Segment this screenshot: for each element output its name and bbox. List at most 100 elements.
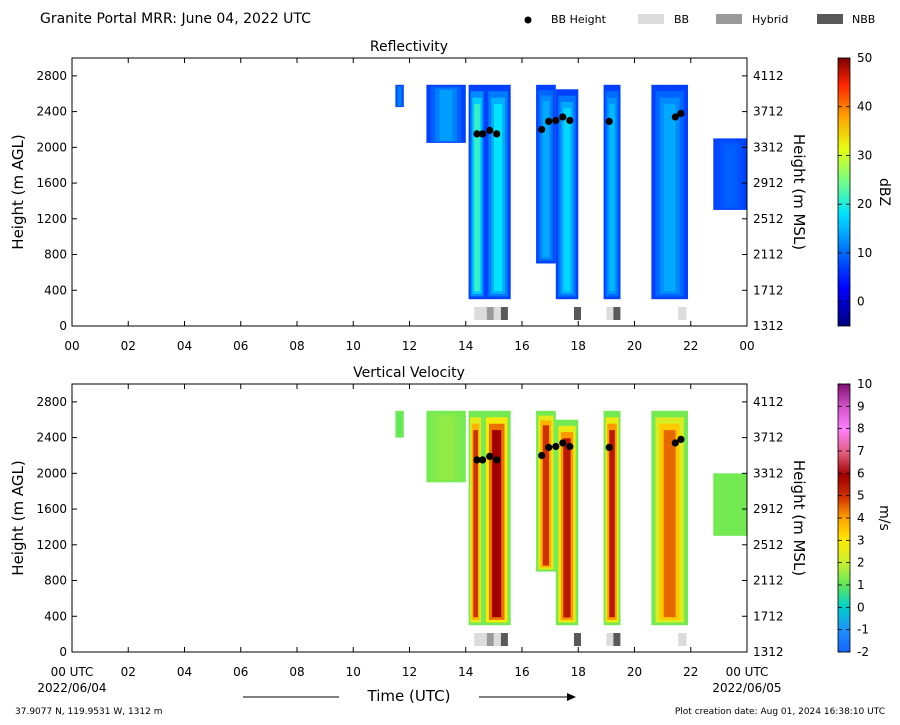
- x-tick-label: 18: [571, 339, 586, 353]
- echo-band: [439, 417, 453, 480]
- y-tick-label: 400: [44, 283, 67, 297]
- figure-title: Granite Portal MRR: June 04, 2022 UTC: [40, 11, 311, 27]
- bb-class-segment: [574, 633, 581, 646]
- bb-class-segment: [606, 633, 614, 646]
- y2-tick-label: 4112: [753, 395, 784, 409]
- velocity-colorbar-label: m/s: [876, 505, 892, 531]
- station-location: 37.9077 N, 119.9531 W, 1312 m: [15, 707, 163, 717]
- bb-height-point: [605, 117, 613, 125]
- bb-height-point: [559, 113, 567, 121]
- bb-height-point: [671, 439, 679, 447]
- echo-column: [651, 84, 688, 300]
- echo-column: [536, 84, 556, 264]
- bb-height-point: [677, 109, 685, 117]
- colorbar-tick-label: 0: [857, 600, 865, 614]
- bb-height-point: [486, 452, 494, 460]
- echo-column: [713, 138, 748, 210]
- colorbar-tick-label: 40: [857, 100, 872, 114]
- echo-band: [398, 86, 401, 107]
- y2-tick-label: 2112: [753, 248, 784, 262]
- y-tick-label: 2000: [36, 466, 67, 480]
- x-tick-label: 22: [683, 339, 698, 353]
- x-tick-label: 16: [514, 339, 529, 353]
- y-tick-label: 1200: [36, 538, 67, 552]
- x-axis-label: Time (UTC): [367, 687, 451, 705]
- echo-band: [609, 104, 615, 292]
- reflectivity-ylabel: Height (m AGL): [9, 134, 27, 249]
- velocity-axes: 02 04 06 08 10 12 14 16 18 20 22 0 1312 400 1712 800 211…: [36, 384, 784, 679]
- colorbar-tick-label: 10: [857, 246, 872, 260]
- velocity-colorbar-ticks: -2 -1 0 1 2 3 4 5 6 7 8 9 10: [838, 377, 872, 659]
- bb-class-segment: [613, 307, 621, 320]
- colorbar-tick-label: 10: [857, 377, 872, 391]
- echo-band: [563, 438, 571, 618]
- velocity-panel: Vertical Velocity 02 04 06 08 10 12 14 16 18 20 22…: [9, 365, 892, 679]
- x-tick-label: 08: [289, 665, 304, 679]
- bb-height-point: [566, 116, 574, 125]
- bb-height-point: [677, 435, 685, 443]
- velocity-ylabel: Height (m AGL): [9, 460, 27, 575]
- bb-class-segment: [474, 633, 487, 646]
- reflectivity-colorbar-label: dBZ: [876, 178, 892, 206]
- legend-bb-label: BB: [674, 13, 689, 26]
- y2-tick-label: 4112: [753, 69, 784, 83]
- y-tick-label: 1600: [36, 502, 67, 516]
- y2-tick-label: 3712: [753, 105, 784, 119]
- bb-height-point: [605, 443, 613, 451]
- y2-tick-label: 2512: [753, 212, 784, 226]
- colorbar-tick-label: 6: [857, 466, 865, 480]
- y-tick-label: 800: [44, 248, 67, 262]
- echo-band: [724, 479, 736, 534]
- echo-band: [494, 104, 503, 292]
- bb-height-point: [493, 130, 501, 138]
- echo-band: [563, 108, 571, 292]
- bb-class-segment: [678, 307, 687, 320]
- colorbar-tick-label: -1: [857, 623, 869, 637]
- legend-nbb-swatch: [817, 14, 843, 24]
- bb-class-segment: [486, 633, 494, 646]
- x-tick-label: 06: [233, 339, 248, 353]
- x-tick-label: 20: [627, 339, 642, 353]
- bb-height-point: [473, 456, 481, 464]
- echo-column: [482, 410, 511, 626]
- x-tick-label: 08: [289, 339, 304, 353]
- x-tick-label: 02: [121, 339, 136, 353]
- echo-column: [603, 410, 621, 626]
- colorbar-tick-label: 7: [857, 444, 865, 458]
- colorbar-tick-label: 9: [857, 399, 865, 413]
- x-tick-label: 16: [514, 665, 529, 679]
- bb-class-segment: [574, 307, 581, 320]
- y-tick-label: 2800: [36, 395, 67, 409]
- x-tick-label: 14: [458, 339, 473, 353]
- reflectivity-panel: Reflectivity 00 02 04 06 08 10 12 14 16 18 20 22 000…: [9, 39, 892, 353]
- bb-class-segment: [500, 307, 508, 320]
- y2-tick-label: 1312: [753, 645, 784, 659]
- bb-height-point: [479, 456, 487, 464]
- colorbar-tick-label: 5: [857, 489, 865, 503]
- x-tick-label: 00: [739, 339, 754, 353]
- colorbar-tick-label: -2: [857, 645, 869, 659]
- echo-band: [473, 430, 478, 618]
- echo-band: [542, 100, 550, 257]
- legend-bb-height-label: BB Height: [551, 13, 607, 26]
- bb-class-segment: [613, 633, 621, 646]
- echo-band: [398, 413, 401, 437]
- bb-height-point: [545, 443, 553, 451]
- echo-column: [395, 84, 404, 108]
- colorbar-tick-label: 20: [857, 197, 872, 211]
- x-tick-label: 20: [627, 665, 642, 679]
- reflectivity-bb-height-points: [473, 109, 685, 138]
- x-start-tick: 00 UTC: [51, 665, 94, 679]
- figure-legend: BB Height BB Hybrid NBB: [524, 13, 875, 26]
- velocity-plot-frame: [71, 383, 748, 653]
- reflectivity-y2label: Height (m MSL): [790, 134, 808, 250]
- bb-height-point: [473, 130, 481, 138]
- echo-band: [439, 90, 453, 141]
- colorbar-tick-label: 4: [857, 511, 865, 525]
- colorbar-tick-label: 2: [857, 556, 865, 570]
- bb-height-point: [671, 113, 679, 121]
- x-tick-label: 10: [346, 665, 361, 679]
- colorbar-tick-label: 30: [857, 148, 872, 162]
